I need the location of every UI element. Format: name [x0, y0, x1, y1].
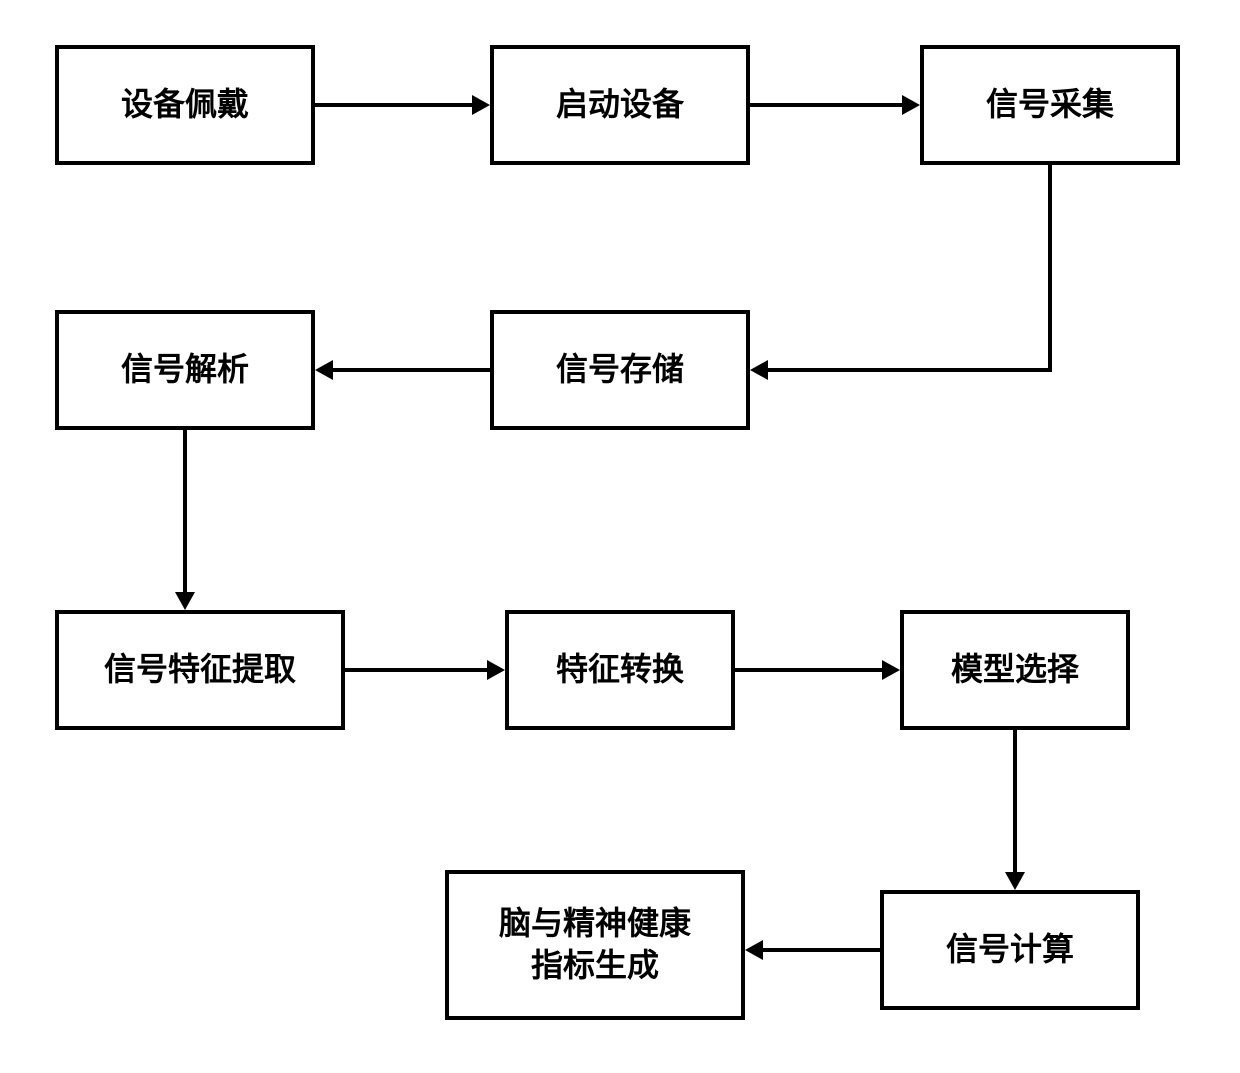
arrow-head-icon: [750, 360, 768, 380]
edge-n7-n8: [735, 668, 882, 672]
node-feature-extract: 信号特征提取: [55, 610, 345, 730]
node-label: 信号特征提取: [104, 649, 296, 691]
arrow-head-icon: [175, 592, 195, 610]
node-label: 特征转换: [556, 649, 684, 691]
flowchart-container: 设备佩戴 启动设备 信号采集 信号存储 信号解析 信号特征提取 特征转换 模型选…: [0, 0, 1240, 1073]
node-signal-compute: 信号计算: [880, 890, 1140, 1010]
arrow-head-icon: [487, 660, 505, 680]
node-health-index: 脑与精神健康 指标生成: [445, 870, 745, 1020]
arrow-head-icon: [902, 95, 920, 115]
edge-n4-n5: [333, 368, 490, 372]
arrow-head-icon: [315, 360, 333, 380]
node-signal-parse: 信号解析: [55, 310, 315, 430]
edge-n3-n4-horiz: [768, 368, 1052, 372]
node-label: 设备佩戴: [121, 84, 249, 126]
edge-n2-n3: [750, 103, 902, 107]
edge-n8-n9: [1013, 730, 1017, 872]
edge-n3-down: [1048, 165, 1052, 370]
arrow-head-icon: [882, 660, 900, 680]
node-start-device: 启动设备: [490, 45, 750, 165]
node-label: 信号解析: [121, 349, 249, 391]
node-label: 信号采集: [986, 84, 1114, 126]
node-device-wear: 设备佩戴: [55, 45, 315, 165]
node-label: 模型选择: [951, 649, 1079, 691]
edge-n5-n6: [183, 430, 187, 592]
node-label: 信号存储: [556, 349, 684, 391]
node-signal-collect: 信号采集: [920, 45, 1180, 165]
arrow-head-icon: [745, 940, 763, 960]
arrow-head-icon: [472, 95, 490, 115]
node-label: 脑与精神健康 指标生成: [499, 903, 691, 986]
node-feature-transform: 特征转换: [505, 610, 735, 730]
arrow-head-icon: [1005, 872, 1025, 890]
edge-n1-n2: [315, 103, 472, 107]
node-model-select: 模型选择: [900, 610, 1130, 730]
edge-n6-n7: [345, 668, 487, 672]
node-label: 启动设备: [556, 84, 684, 126]
node-label: 信号计算: [946, 929, 1074, 971]
edge-n9-n10: [763, 948, 880, 952]
node-signal-store: 信号存储: [490, 310, 750, 430]
